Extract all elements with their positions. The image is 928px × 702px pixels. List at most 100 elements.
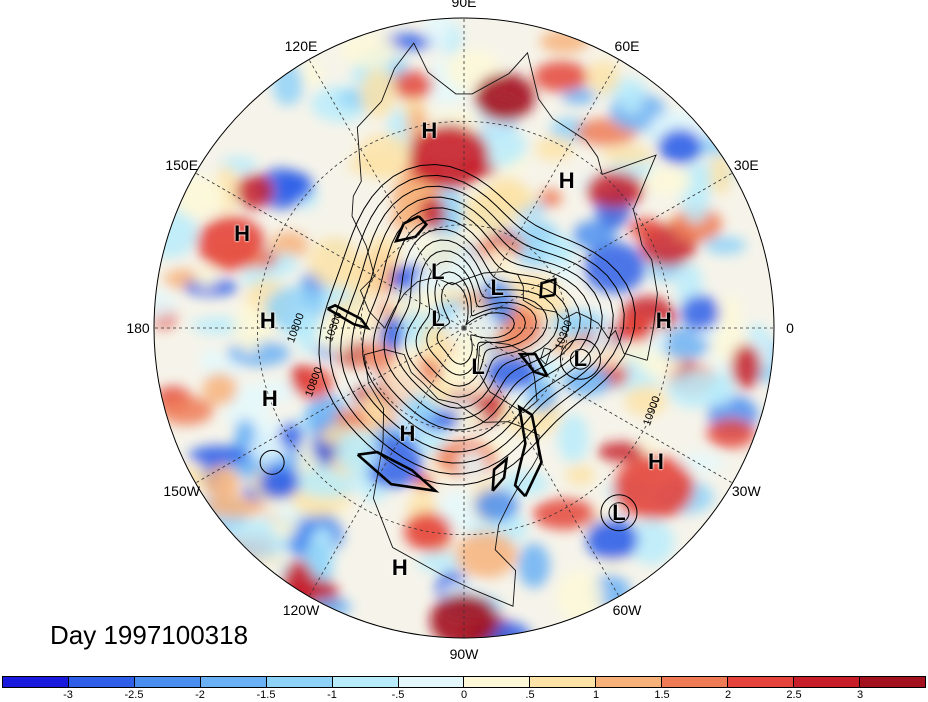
longitude-label: 180 [126, 320, 150, 336]
colorbar [2, 676, 926, 688]
height-contour [394, 239, 559, 409]
anomaly-core [474, 73, 535, 122]
anomaly-blob [534, 136, 574, 162]
anomaly-blob [273, 252, 298, 275]
anomaly-blob [272, 62, 304, 107]
anomaly-blob [500, 471, 549, 496]
anomaly-blob [709, 153, 732, 196]
low-pressure-label: L [431, 258, 445, 284]
colorbar-cell [332, 677, 399, 687]
high-pressure-label: H [261, 385, 278, 411]
anomaly-blob [334, 341, 396, 369]
anomaly-blob [449, 250, 492, 296]
anomaly-blob [483, 354, 538, 391]
closed-contour [259, 449, 285, 475]
anomaly-blob [597, 442, 645, 462]
anomaly-blob [195, 265, 218, 289]
colorbar-tick-label: -2 [195, 689, 205, 701]
anomaly-core [430, 593, 498, 638]
anomaly-blob [619, 86, 644, 114]
colorbar-cell [200, 677, 267, 687]
anomaly-blob [585, 171, 645, 208]
anomaly-blob [624, 384, 668, 417]
colorbar-cell [530, 677, 597, 687]
low-pressure-label: L [573, 346, 588, 372]
colorbar-tick-label: -2.5 [124, 689, 144, 701]
anomaly-blob [680, 295, 721, 331]
colorbar-cell [464, 677, 531, 687]
anomaly-blob [463, 192, 516, 235]
anomaly-blob [628, 519, 675, 565]
longitude-label: 60W [612, 602, 642, 619]
closed-contour [608, 502, 630, 524]
longitude-label: 120W [282, 602, 320, 619]
low-pressure-label: L [490, 275, 504, 301]
anomaly-blob [204, 496, 266, 518]
anomaly-blob [586, 59, 620, 95]
anomaly-blob [188, 445, 248, 466]
map-title: Day 1997100318 [50, 620, 249, 650]
anomaly-blob [346, 306, 391, 336]
meridian [463, 172, 733, 329]
anomaly-blob [359, 68, 397, 118]
anomaly-blob [450, 331, 485, 367]
anomaly-blob [203, 465, 240, 501]
closed-contour [559, 338, 601, 380]
colorbar-cell [662, 677, 729, 687]
longitude-label: 30W [731, 483, 761, 499]
anomaly-blob [421, 322, 449, 359]
anomaly-blob [533, 61, 589, 93]
colorbar-cell [859, 677, 925, 687]
meridian [195, 327, 465, 484]
height-contour [351, 196, 603, 453]
anomaly-blob [317, 313, 355, 354]
jet-contours [326, 215, 557, 498]
longitude-label: 30E [733, 157, 759, 173]
height-contour [329, 174, 625, 475]
anomaly-blob [601, 144, 654, 165]
anomaly-blob [584, 242, 646, 294]
high-pressure-label: H [421, 118, 438, 144]
anomaly-blob [419, 197, 446, 230]
anomaly-blob [172, 176, 227, 219]
longitude-label: 150W [163, 483, 200, 499]
colorbar-tick-label: -1.5 [256, 689, 276, 701]
colorbar-cell [266, 677, 333, 687]
colorbar-cell [794, 677, 860, 687]
anomaly-blob [341, 32, 398, 69]
coastline [540, 347, 552, 365]
colorbar-tick-label: 3 [856, 689, 864, 701]
high-pressure-label: H [655, 308, 672, 333]
colorbar-cell [398, 677, 465, 687]
anomaly-blob [413, 269, 456, 293]
anomaly-core [618, 313, 655, 343]
anomaly-blob [224, 384, 269, 435]
anomaly-blob [706, 418, 756, 449]
anomaly-blob [551, 261, 580, 285]
anomaly-blob [234, 418, 256, 448]
anomaly-blob [671, 207, 723, 243]
anomaly-blob [474, 488, 519, 522]
high-pressure-label: H [234, 220, 251, 246]
map-boundary [153, 17, 775, 639]
low-pressure-label: L [471, 353, 485, 379]
coastline [351, 42, 658, 361]
anomaly-blob [392, 70, 434, 100]
low-pressure-label: L [612, 499, 626, 525]
anomaly-blob [424, 18, 452, 52]
longitude-label: 60E [614, 37, 640, 54]
coastlines [351, 42, 658, 607]
jet-contour [517, 352, 549, 378]
jet-contour [513, 404, 543, 498]
anomaly-blob [202, 372, 238, 406]
graticule [154, 18, 774, 638]
anomaly-blob [301, 60, 323, 88]
anomaly-blob [235, 173, 274, 209]
longitude-label: 150E [165, 157, 199, 173]
height-contour [415, 260, 537, 387]
anomaly-blob [731, 344, 762, 389]
anomaly-blob [541, 234, 576, 267]
colorbar-tick-label: -1 [327, 689, 337, 701]
height-contour [340, 185, 614, 464]
